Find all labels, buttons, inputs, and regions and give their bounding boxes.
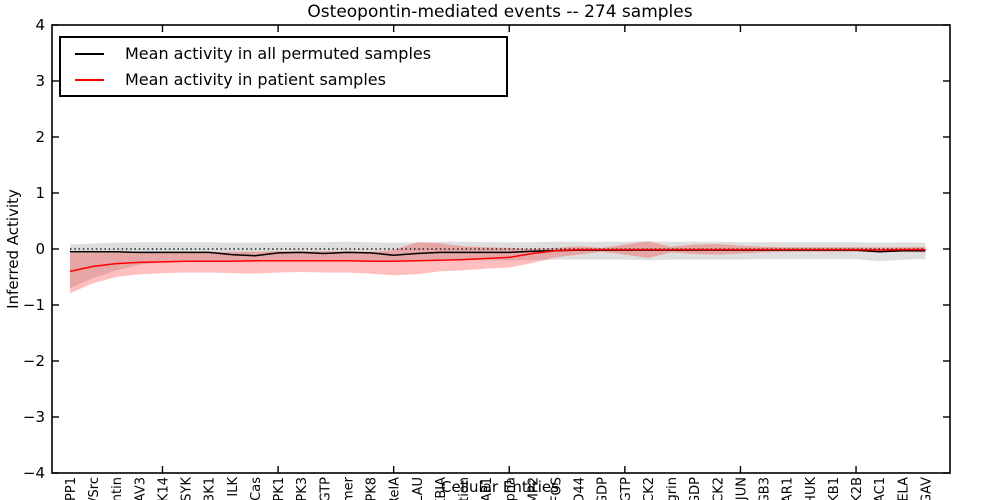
- y-tick-label: −2: [23, 352, 45, 370]
- category-label: MAPK3: [295, 477, 310, 500]
- category-label: PTK2B: [850, 477, 865, 500]
- category-label: CHUK: [804, 477, 819, 500]
- y-axis-label: Inferred Activity: [4, 189, 22, 309]
- category-label: ROCK2: [711, 477, 726, 500]
- patient-mean-line: [69, 248, 926, 273]
- category-label: IKK alpha homodimer: [341, 476, 356, 500]
- category-label: alphaV/beta3 Integrin/Osteopontin/Src: [87, 477, 102, 500]
- y-tick-label: 2: [35, 128, 45, 146]
- y-tick-label: 0: [35, 240, 45, 258]
- chart-title: Osteopontin-mediated events -- 274 sampl…: [307, 2, 693, 22]
- patient-samples-band: [70, 241, 926, 294]
- category-label: NF kappa B1 p50/RelA: [388, 477, 403, 500]
- category-label: VAV3: [133, 477, 148, 500]
- category-label: MAPK8: [365, 477, 380, 500]
- category-label: alphaV beta3 Integrin: [665, 477, 680, 500]
- legend-item-permuted: Mean activity in all permuted samples: [75, 44, 506, 63]
- patient-line-swatch: [75, 78, 104, 81]
- legend-label-patient: Mean activity in patient samples: [125, 70, 386, 89]
- category-label: Rac1/GTP: [318, 477, 333, 500]
- category-label: NF kappa B1 p50/RelA/I kappa B alpha: [503, 477, 518, 500]
- legend-item-patient: Mean activity in patient samples: [75, 70, 506, 89]
- y-tick-label: −3: [23, 408, 45, 426]
- category-label: MAP3K1: [203, 477, 218, 500]
- legend-label-permuted: Mean activity in all permuted samples: [125, 44, 432, 63]
- category-label: ILK: [226, 477, 241, 497]
- y-tick-label: 4: [35, 16, 45, 34]
- category-label: mol:GDP: [596, 477, 611, 500]
- category-label: AP1: [480, 477, 495, 500]
- category-label: FOS: [550, 477, 565, 500]
- category-label: SPP1: [64, 477, 79, 500]
- permuted-line-swatch: [75, 52, 104, 55]
- legend: Mean activity in all permuted samples Me…: [59, 36, 508, 97]
- category-label: Rac1/GDP: [688, 477, 703, 500]
- x-axis-label: Cellular Entities: [441, 478, 559, 496]
- category-label: NFKBIA: [434, 477, 449, 500]
- category-label: PLAU: [411, 477, 426, 500]
- category-label: ITGB3: [758, 477, 773, 500]
- y-tick-label: 1: [35, 184, 45, 202]
- category-label: MMP2: [526, 477, 541, 500]
- category-label: SYK: [180, 477, 195, 500]
- category-label: MAPK1: [272, 477, 287, 500]
- y-tick-label: 3: [35, 72, 45, 90]
- category-label: JUN: [734, 477, 749, 500]
- category-label: RAC1: [873, 477, 888, 500]
- category-label: CD44/Rho Family GTPase/ROCK2: [642, 477, 657, 500]
- category-label: bone resorption: [457, 477, 472, 500]
- y-tick-label: −1: [23, 296, 45, 314]
- category-label: BCAR1: [781, 477, 796, 500]
- y-tick-label: −4: [23, 464, 45, 482]
- category-label: mol:GTP: [619, 477, 634, 500]
- category-label: CD44: [573, 477, 588, 500]
- category-label: MAP3K14: [157, 477, 172, 500]
- category-label: PYK2/p130Cas: [249, 477, 264, 500]
- category-label: alphaV/beta3 Integrin/Osteopontin: [110, 477, 125, 500]
- category-label: RELA: [896, 477, 911, 500]
- category-label: ITGAV: [919, 477, 934, 500]
- category-label: NFKB1: [827, 477, 842, 500]
